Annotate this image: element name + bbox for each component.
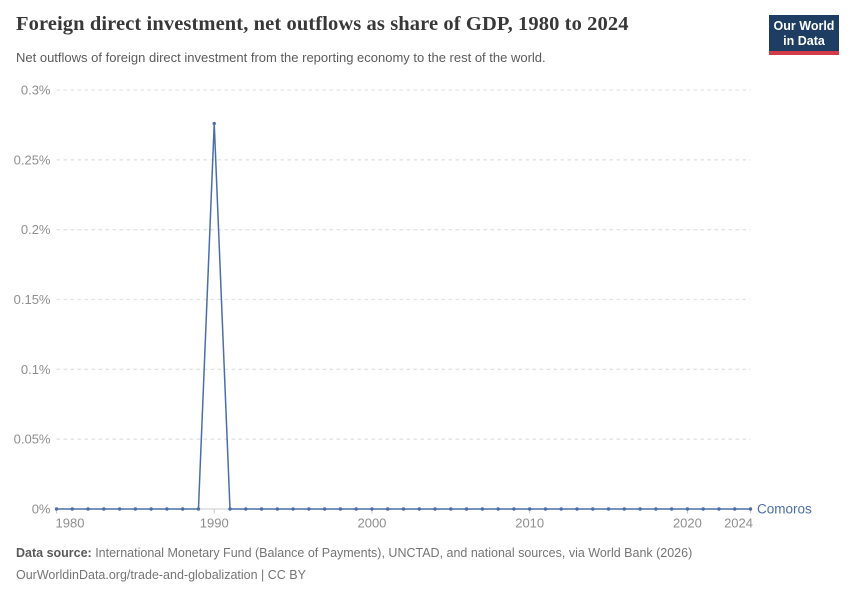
x-tick-label: 2024 xyxy=(724,516,753,531)
chart-footer: Data source: International Monetary Fund… xyxy=(16,543,796,586)
data-point[interactable] xyxy=(701,507,705,511)
y-tick-label: 0.25% xyxy=(14,152,51,167)
y-tick-label: 0.1% xyxy=(21,362,51,377)
owid-logo-line2: in Data xyxy=(783,33,825,48)
data-point[interactable] xyxy=(606,507,611,511)
y-tick-label: 0.15% xyxy=(14,292,51,307)
data-point[interactable] xyxy=(307,507,311,511)
data-point[interactable] xyxy=(638,507,642,511)
data-point[interactable] xyxy=(717,507,721,511)
data-point[interactable] xyxy=(527,507,532,511)
data-point[interactable] xyxy=(133,507,138,511)
data-point[interactable] xyxy=(196,507,201,511)
data-point[interactable] xyxy=(102,507,106,511)
x-tick-label: 1980 xyxy=(56,516,85,531)
data-point[interactable] xyxy=(149,507,153,511)
data-point[interactable] xyxy=(401,507,406,511)
data-point[interactable] xyxy=(275,507,280,511)
y-tick-label: 0.2% xyxy=(21,222,51,237)
x-tick-label: 2020 xyxy=(673,516,702,531)
data-point[interactable] xyxy=(733,507,737,511)
data-point[interactable] xyxy=(228,507,232,511)
data-point[interactable] xyxy=(386,507,390,511)
data-point[interactable] xyxy=(244,507,248,511)
series-layer[interactable] xyxy=(54,121,753,511)
owid-logo[interactable]: Our World in Data xyxy=(769,15,839,55)
data-point[interactable] xyxy=(322,507,327,511)
x-tick-label: 2000 xyxy=(357,516,386,531)
axis-layer: 0% 0.05% 0.1% 0.15% 0.2% 0.25% 0.3% 1980 1990 200… xyxy=(14,83,753,531)
datasource-text: International Monetary Fund (Balance of … xyxy=(91,546,693,560)
y-tick-label: 0.3% xyxy=(21,83,51,98)
data-point[interactable] xyxy=(433,507,437,511)
grid-layer xyxy=(56,89,751,440)
data-point[interactable] xyxy=(54,507,59,511)
data-point[interactable] xyxy=(165,507,169,511)
data-point[interactable] xyxy=(559,507,563,511)
data-point[interactable] xyxy=(685,507,690,511)
data-point[interactable] xyxy=(480,507,485,511)
data-point[interactable] xyxy=(291,507,295,511)
y-tick-label: 0.05% xyxy=(14,432,51,447)
data-point[interactable] xyxy=(338,507,343,511)
data-point[interactable] xyxy=(449,507,453,511)
data-point[interactable] xyxy=(370,507,374,511)
data-point[interactable] xyxy=(669,507,674,511)
datasource-line: Data source: International Monetary Fund… xyxy=(16,543,796,565)
series-label-comoros[interactable]: Comoros xyxy=(757,502,812,517)
data-point[interactable] xyxy=(575,507,579,511)
data-point[interactable] xyxy=(512,507,516,511)
datasource-label: Data source: xyxy=(16,546,92,560)
data-point[interactable] xyxy=(180,507,185,511)
owid-logo-line1: Our World xyxy=(773,19,835,33)
y-tick-label: 0% xyxy=(32,502,51,517)
data-point[interactable] xyxy=(212,121,216,126)
data-point[interactable] xyxy=(591,507,595,511)
data-point[interactable] xyxy=(496,507,500,511)
data-point[interactable] xyxy=(117,507,122,511)
chart-subtitle: Net outflows of foreign direct investmen… xyxy=(16,50,546,65)
data-point[interactable] xyxy=(259,507,264,511)
data-point[interactable] xyxy=(464,507,469,511)
data-point[interactable] xyxy=(86,507,90,511)
data-point[interactable] xyxy=(70,507,74,511)
data-line-comoros[interactable] xyxy=(56,122,751,510)
data-point[interactable] xyxy=(354,507,358,511)
x-tick-label: 2010 xyxy=(515,516,544,531)
data-point[interactable] xyxy=(654,507,658,511)
data-point[interactable] xyxy=(417,507,421,511)
chart-title: Foreign direct investment, net outflows … xyxy=(16,13,629,35)
data-point[interactable] xyxy=(543,507,548,511)
data-point[interactable] xyxy=(748,507,753,511)
x-tick-label: 1990 xyxy=(200,516,229,531)
data-point[interactable] xyxy=(622,507,627,511)
license-line[interactable]: OurWorldinData.org/trade-and-globalizati… xyxy=(16,567,306,582)
